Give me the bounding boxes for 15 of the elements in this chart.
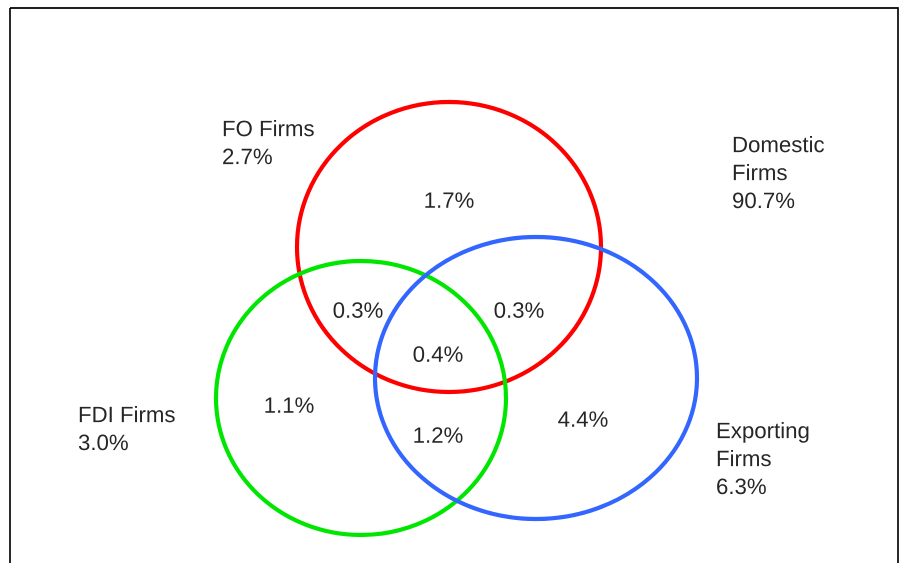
text: 4.4% (558, 411, 608, 427)
text: 0.4% (414, 346, 463, 362)
data-label: 3.0% (78, 434, 128, 450)
text: 1.7% (425, 192, 474, 208)
data-label: 2.7% (223, 148, 272, 164)
category-label: Exporting Firms (718, 422, 808, 466)
data-label: 6.3% (717, 478, 766, 494)
category-label: FDI Firms (80, 406, 175, 422)
text: 0.3% (334, 302, 383, 318)
text: 0.3% (494, 302, 544, 318)
category-label: FO Firms (224, 120, 314, 136)
category-label: Domestic Firms (734, 136, 824, 180)
text: 1.1% (265, 397, 314, 413)
text: 1.2% (414, 427, 463, 443)
data-label: 90.7% (733, 192, 794, 208)
